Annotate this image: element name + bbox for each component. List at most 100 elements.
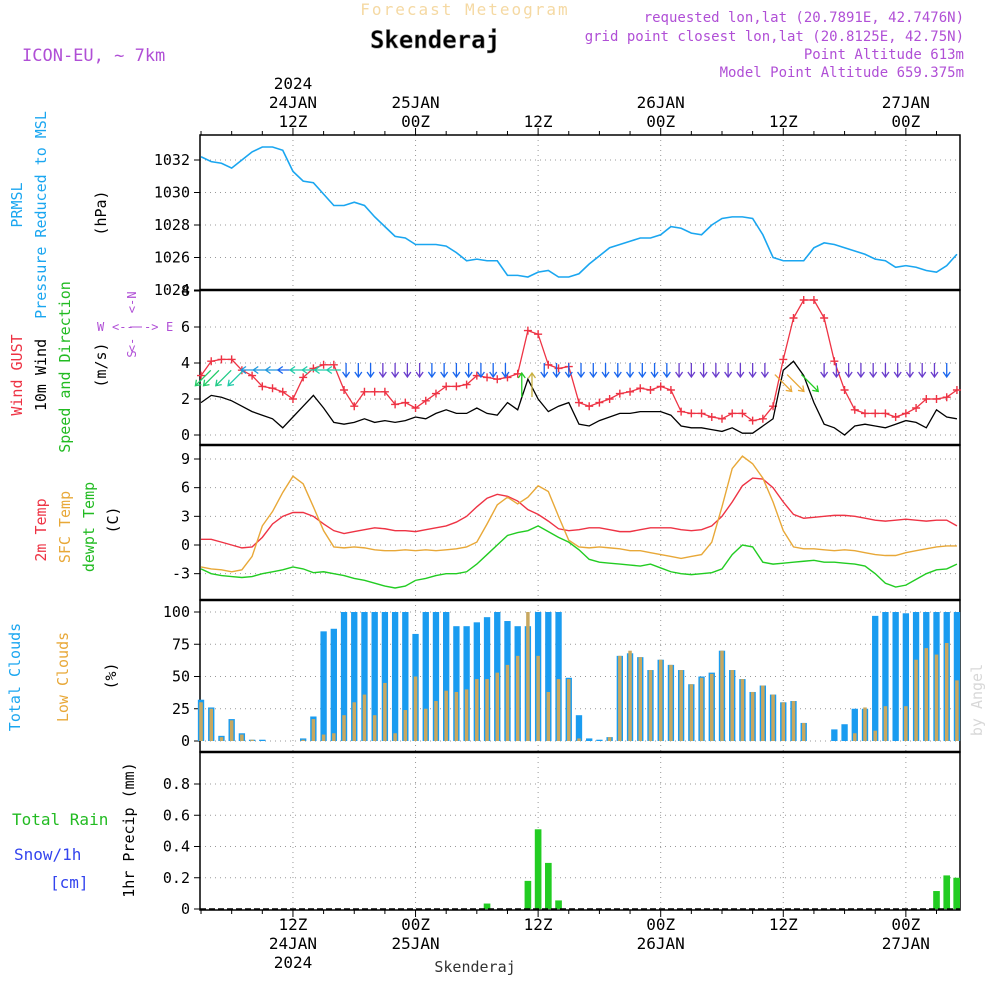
wind-arrow — [675, 363, 684, 379]
low-cloud-bar — [955, 680, 959, 741]
model-label: ICON-EU, ~ 7km — [22, 46, 165, 66]
gust-marker — [421, 396, 430, 405]
x-tick-label-top: 2024 — [274, 74, 313, 93]
label-dewpt-temp: dewpt Temp — [80, 482, 98, 572]
wind-arrow — [881, 363, 890, 379]
low-cloud-bar — [658, 659, 663, 741]
y-tick-label: 4 — [181, 354, 190, 372]
wind-arrow — [869, 363, 878, 379]
wind-arrow — [202, 369, 220, 387]
low-cloud-bar — [730, 670, 734, 741]
gust-marker — [197, 371, 206, 380]
x-tick-label-top: 00Z — [891, 112, 920, 131]
total-cloud-bar — [300, 738, 307, 741]
wind-arrow — [613, 363, 622, 379]
wind-arrow — [576, 363, 586, 379]
y-tick-label: 1024 — [154, 281, 190, 299]
wind-arrow — [626, 363, 635, 379]
total-cloud-bar — [841, 724, 848, 741]
rain-bar — [933, 891, 940, 909]
total-cloud-bar — [545, 612, 552, 741]
wind-arrow — [391, 363, 400, 379]
x-tick-label-bottom: 12Z — [279, 915, 308, 934]
low-cloud-bar — [761, 685, 765, 741]
x-tick-label-top: 00Z — [401, 112, 430, 131]
gust-marker — [391, 400, 400, 409]
label-celsius: (C) — [104, 506, 122, 533]
y-tick-label: 75 — [172, 635, 190, 653]
low-cloud-bar — [219, 737, 224, 741]
wind-arrow — [427, 363, 436, 379]
low-cloud-bar — [924, 648, 929, 741]
y-tick-label: 0 — [181, 536, 190, 554]
low-cloud-bar — [485, 679, 489, 741]
x-tick-label-top: 25JAN — [391, 93, 439, 112]
total-cloud-bar — [596, 739, 603, 741]
low-cloud-bar — [393, 733, 397, 741]
wind-arrow — [354, 363, 363, 379]
y-tick-label: 0.4 — [163, 838, 190, 856]
low-cloud-bar — [699, 677, 704, 741]
low-cloud-bar — [240, 734, 244, 741]
gust-marker — [329, 360, 338, 369]
low-cloud-bar — [250, 739, 254, 741]
gust-marker — [370, 387, 379, 396]
wind-arrow — [378, 363, 387, 379]
chart-subtitle: Forecast Meteogram — [360, 0, 569, 19]
gust-marker — [513, 369, 522, 378]
wind-arrow — [844, 363, 853, 379]
panel-frame — [199, 751, 961, 911]
wind-arrow — [820, 363, 829, 379]
wind-arrow — [711, 363, 720, 379]
wind-arrow — [227, 369, 244, 387]
info-line-3: Point Altitude 613m — [804, 47, 964, 63]
gust-marker — [626, 387, 635, 396]
label-total-clouds: Total Clouds — [6, 623, 24, 731]
low-cloud-bar — [781, 702, 786, 741]
x-tick-label-top: 26JAN — [637, 93, 685, 112]
low-cloud-bar — [495, 672, 499, 741]
y-tick-label: 0.2 — [163, 869, 190, 887]
gust-marker — [850, 405, 859, 414]
wind-arrow — [687, 363, 696, 379]
total-cloud-bar — [371, 612, 378, 741]
gust-marker — [809, 296, 818, 304]
gust-marker — [268, 384, 277, 393]
wind-arrow — [527, 371, 537, 397]
wind-arrow — [214, 369, 232, 387]
wind-arrow — [650, 363, 659, 379]
gust-marker — [871, 409, 880, 418]
gust-marker — [697, 409, 706, 418]
wind-arrow — [517, 371, 526, 397]
x-tick-label-bottom: 27JAN — [882, 934, 930, 953]
x-tick-label-bottom: 00Z — [891, 915, 920, 934]
wind-arrow — [786, 374, 805, 393]
info-line-1: requested lon,lat (20.7891E, 42.7476N) — [644, 10, 964, 26]
wind-arrow — [856, 363, 865, 379]
gust-marker — [574, 398, 583, 407]
wind-arrow — [564, 363, 573, 379]
low-cloud-bar — [791, 701, 796, 741]
total-cloud-bar — [330, 628, 337, 741]
wind-arrow — [724, 363, 733, 379]
gust-marker — [636, 384, 645, 393]
gust-marker — [615, 389, 624, 398]
wind-arrow — [736, 363, 745, 379]
y-tick-label: -3 — [172, 565, 190, 583]
gust-marker — [840, 386, 849, 394]
low-cloud-bar — [454, 691, 459, 741]
low-cloud-bar — [873, 730, 877, 741]
low-cloud-bar — [801, 722, 806, 741]
gust-marker — [779, 355, 788, 364]
gust-marker — [707, 413, 716, 421]
panel-temp: 9 6 3 0 -3 — [172, 444, 961, 601]
total-cloud-bar — [953, 612, 961, 741]
total-cloud-bar — [381, 612, 389, 741]
x-tick-label-bottom: 24JAN — [269, 934, 317, 953]
label-2m-temp: 2m Temp — [32, 498, 50, 561]
gust-marker — [442, 382, 451, 391]
low-cloud-bar — [710, 673, 714, 741]
gust-marker — [411, 404, 420, 412]
gust-marker — [881, 409, 890, 418]
